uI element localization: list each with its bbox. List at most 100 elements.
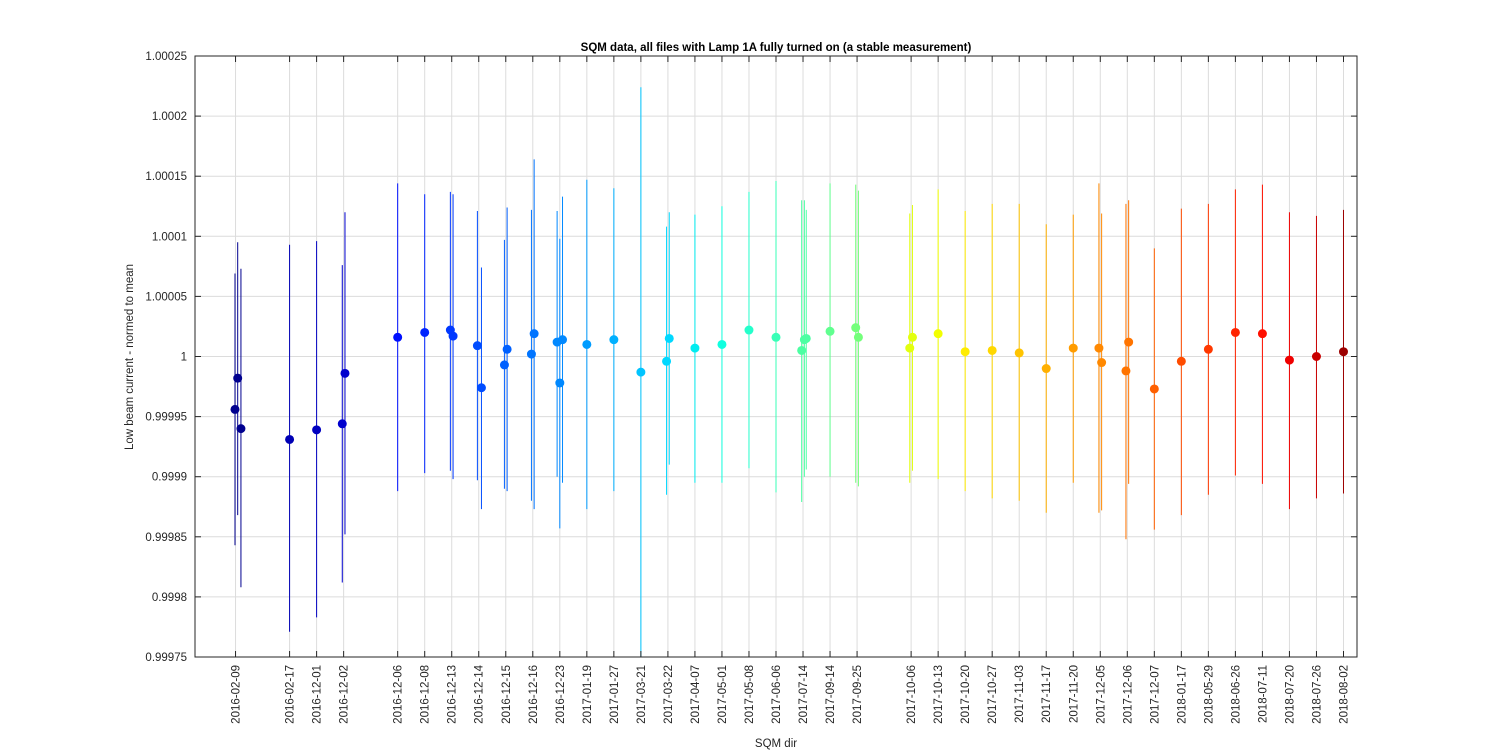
- x-tick-label: 2017-12-06: [1122, 665, 1134, 724]
- data-point: [744, 325, 754, 335]
- x-tick-label: 2017-06-06: [771, 665, 783, 724]
- data-point: [1176, 356, 1186, 366]
- data-point: [1338, 347, 1348, 357]
- data-point: [476, 383, 486, 393]
- x-tick-label: 2016-12-08: [420, 665, 432, 724]
- data-point: [448, 331, 458, 341]
- data-point: [230, 404, 240, 414]
- y-axis-ticks: 0.99975 0.9998 0.99985 0.9999 0.99995 1 1.0000…: [145, 51, 1357, 664]
- x-tick-label: 2017-10-27: [987, 665, 999, 724]
- data-point: [499, 360, 509, 370]
- data-point: [558, 335, 568, 345]
- data-point: [771, 332, 781, 342]
- x-tick-label: 2018-07-11: [1257, 665, 1269, 723]
- data-point: [933, 329, 943, 339]
- x-tick-label: 2017-12-05: [1095, 665, 1107, 724]
- data-point: [1097, 358, 1107, 368]
- x-axis-ticks: 2016-02-09 2016-02-17 2016-12-01 2016-12-02…: [231, 56, 1350, 724]
- data-point: [664, 333, 674, 343]
- data-point: [393, 332, 403, 342]
- x-tick-label: 2016-12-16: [528, 665, 540, 724]
- x-tick-label: 2017-05-01: [717, 665, 729, 724]
- x-tick-label: 2016-02-17: [285, 665, 297, 724]
- x-tick-label: 2018-07-20: [1284, 665, 1296, 724]
- x-tick-label: 2017-05-08: [744, 665, 756, 724]
- data-point: [233, 373, 243, 383]
- y-tick-label: 1: [181, 352, 187, 364]
- x-tick-label: 2017-12-07: [1149, 665, 1161, 724]
- x-tick-label: 2018-01-17: [1176, 665, 1188, 724]
- x-tick-label: 2017-11-17: [1041, 665, 1053, 723]
- data-point: [1311, 352, 1321, 361]
- y-tick-label: 0.99975: [145, 652, 187, 664]
- y-tick-label: 1.0001: [152, 231, 187, 243]
- data-point: [236, 424, 246, 434]
- x-tick-label: 2016-12-02: [339, 665, 351, 724]
- data-point: [825, 326, 835, 336]
- data-point: [801, 333, 811, 343]
- y-tick-label: 0.99995: [145, 412, 187, 424]
- x-tick-label: 2017-04-07: [690, 665, 702, 724]
- data-point: [312, 425, 322, 435]
- y-tick-label: 1.00025: [145, 51, 187, 63]
- x-tick-label: 2017-01-27: [609, 665, 621, 724]
- x-tick-label: 2017-03-22: [663, 665, 675, 724]
- data-point: [987, 345, 997, 355]
- x-tick-label: 2018-05-29: [1203, 665, 1215, 724]
- data-point: [960, 347, 970, 357]
- x-tick-label: 2016-12-15: [501, 665, 513, 724]
- data-point: [1014, 348, 1024, 358]
- data-markers: [230, 323, 1348, 444]
- data-point: [340, 368, 350, 378]
- x-tick-label: 2016-12-06: [393, 665, 405, 724]
- data-point: [502, 344, 512, 354]
- x-tick-label: 2017-07-14: [798, 664, 810, 723]
- x-tick-label: 2017-03-21: [636, 665, 648, 724]
- x-tick-label: 2017-11-20: [1068, 665, 1080, 723]
- y-tick-label: 1.00005: [145, 291, 187, 303]
- x-tick-label: 2017-10-06: [906, 665, 918, 724]
- x-tick-label: 2016-02-09: [231, 665, 243, 724]
- data-point: [1203, 344, 1213, 354]
- data-point: [582, 339, 592, 349]
- data-point: [1041, 364, 1051, 374]
- data-point: [662, 356, 672, 366]
- x-tick-label: 2017-01-19: [582, 665, 594, 724]
- x-tick-label: 2017-11-03: [1014, 665, 1026, 723]
- data-point: [1094, 343, 1104, 353]
- x-tick-label: 2016-12-13: [447, 665, 459, 724]
- x-tick-label: 2018-06-26: [1230, 665, 1242, 724]
- data-point: [1121, 366, 1131, 376]
- data-point: [797, 345, 807, 355]
- data-point: [472, 341, 482, 351]
- y-tick-label: 1.00015: [145, 171, 187, 183]
- y-axis-label: Low beam current - normed to mean: [124, 264, 136, 450]
- data-point: [1230, 327, 1240, 337]
- data-point: [1124, 337, 1134, 347]
- data-point: [1284, 355, 1294, 365]
- data-point: [555, 378, 565, 388]
- data-point: [529, 329, 539, 339]
- data-point: [907, 332, 917, 342]
- x-tick-label: 2016-12-23: [555, 665, 567, 724]
- data-point: [690, 343, 700, 353]
- data-point: [337, 419, 347, 429]
- data-point: [851, 323, 861, 333]
- x-tick-label: 2018-07-26: [1311, 665, 1323, 724]
- x-tick-label: 2016-12-01: [312, 665, 324, 724]
- data-point: [717, 339, 727, 349]
- data-point: [636, 367, 646, 377]
- x-tick-label: 2018-08-02: [1338, 665, 1350, 724]
- chart-title: SQM data, all files with Lamp 1A fully t…: [581, 42, 972, 54]
- data-point: [1149, 384, 1159, 394]
- data-point: [420, 327, 430, 337]
- x-tick-label: 2017-09-25: [852, 665, 864, 724]
- x-tick-label: 2017-10-13: [933, 665, 945, 724]
- x-axis-label: SQM dir: [755, 738, 797, 750]
- x-tick-label: 2016-12-14: [474, 664, 486, 723]
- data-point: [609, 335, 619, 345]
- y-tick-label: 0.9999: [152, 472, 187, 484]
- x-tick-label: 2017-10-20: [960, 665, 972, 724]
